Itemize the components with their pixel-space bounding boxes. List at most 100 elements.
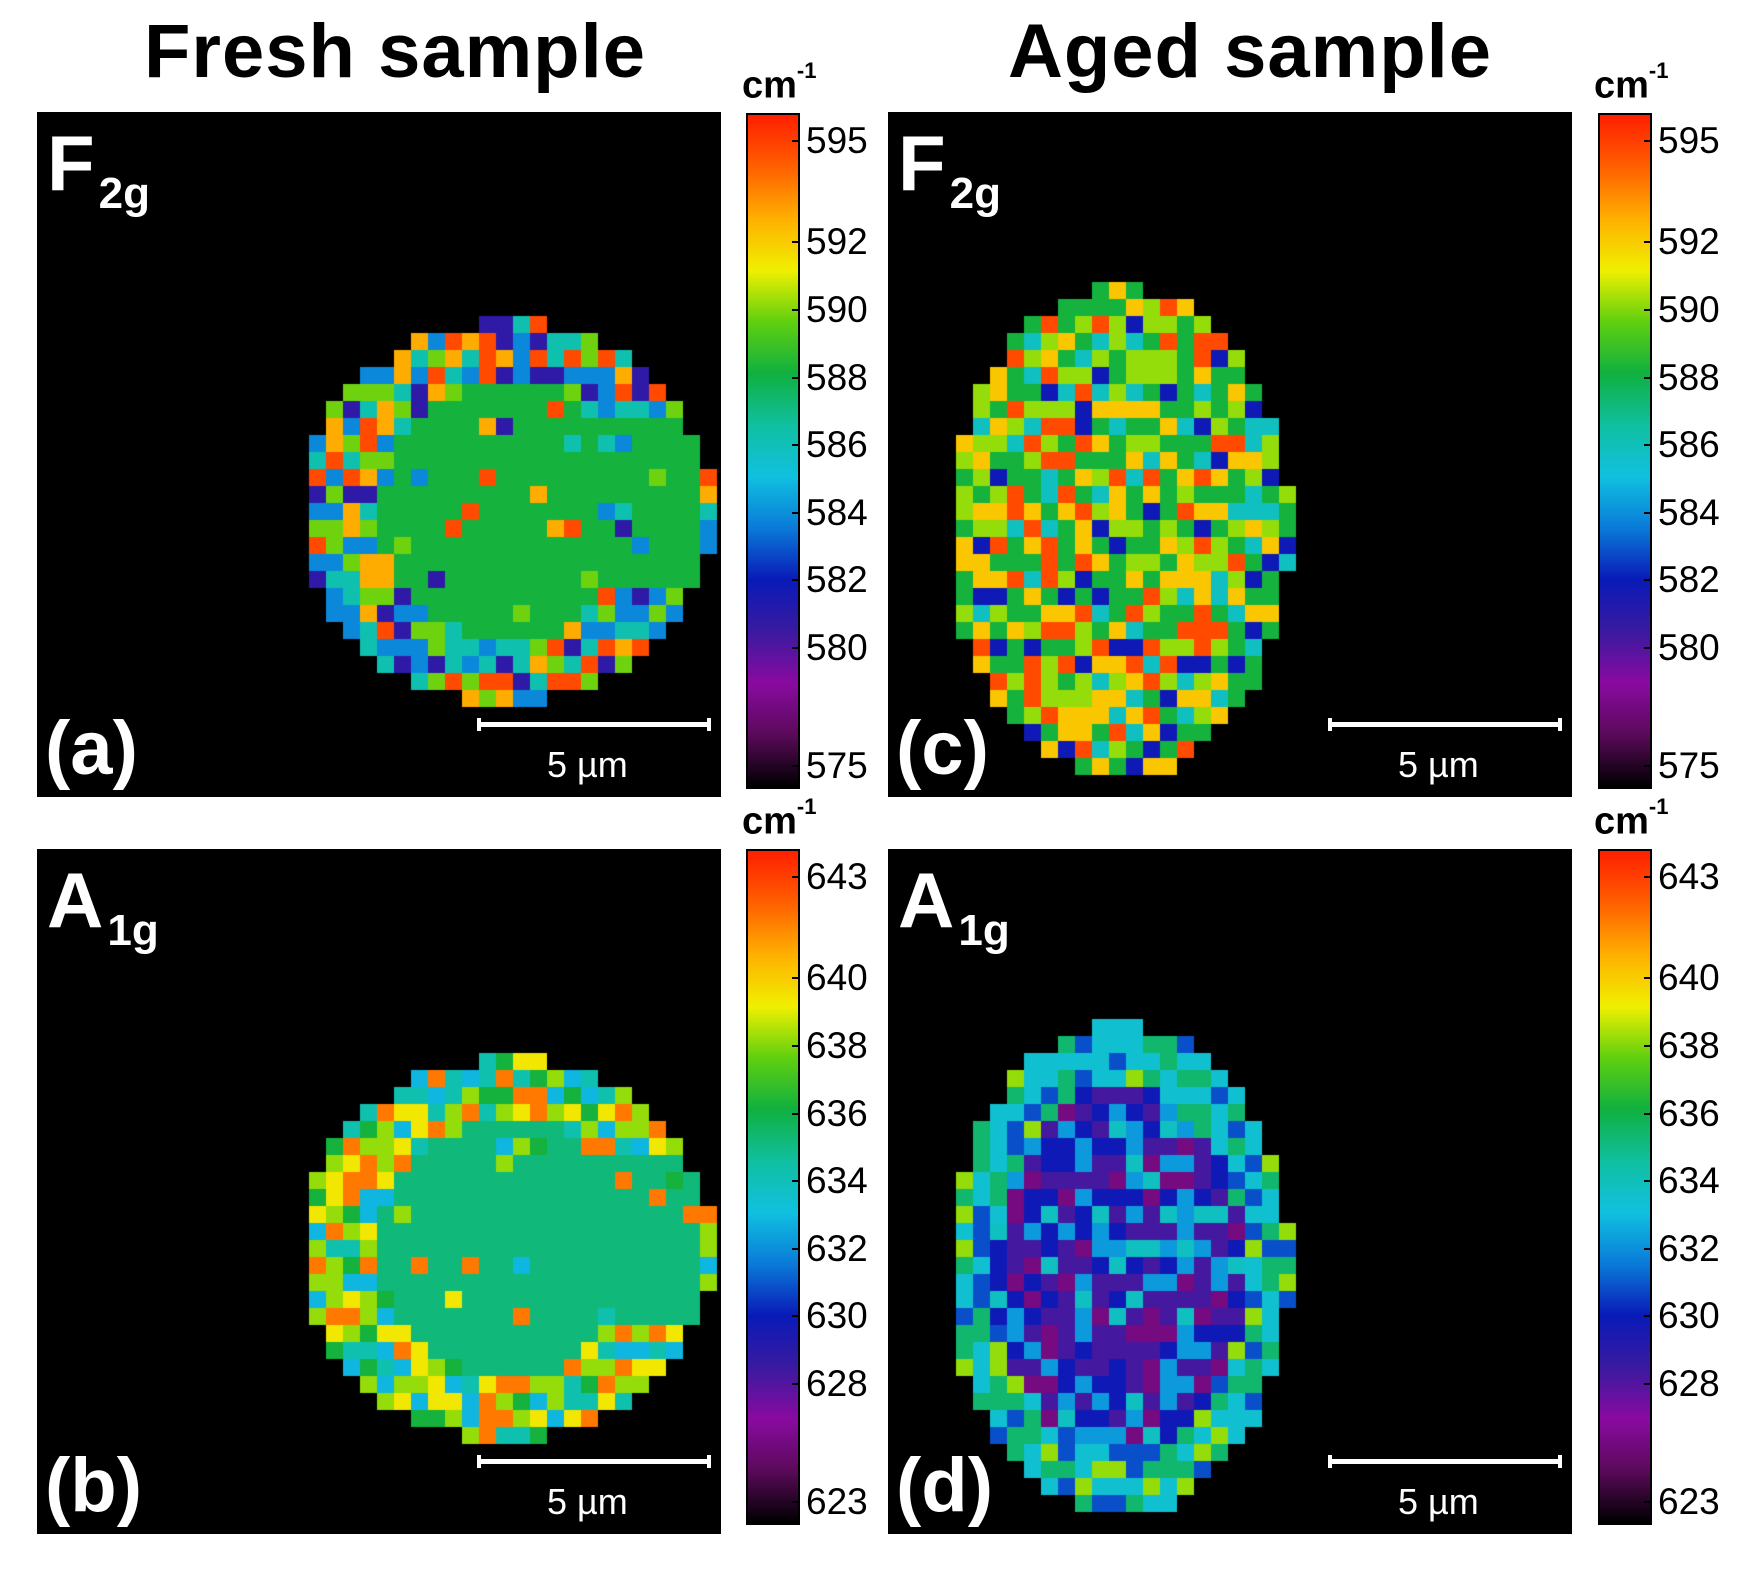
colorbar-tick-mark — [792, 876, 800, 879]
colorbar-tick-mark — [1644, 511, 1652, 514]
scale-bar-b — [477, 1455, 711, 1468]
colorbar-tick-label: 575 — [1658, 745, 1720, 787]
scale-bar-d — [1328, 1455, 1562, 1468]
mode-label-d: A1g — [898, 856, 1010, 955]
colorbar-tick-mark — [1644, 376, 1652, 379]
colorbar-tick-mark — [1644, 1112, 1652, 1115]
colorbar-tick-label: 582 — [1658, 559, 1720, 601]
panel-label-c: (c) — [896, 706, 989, 791]
colorbar-tick-label: 632 — [1658, 1227, 1720, 1269]
colorbar-tick-label: 634 — [1658, 1160, 1720, 1202]
colorbar-tick-mark — [792, 579, 800, 582]
colorbar-tick-label: 582 — [806, 559, 868, 601]
colorbar-tick-mark — [792, 241, 800, 244]
colorbar-tick-mark — [1644, 1501, 1652, 1504]
aged-sample-title: Aged sample — [1007, 9, 1493, 94]
scale-bar-label-a: 5 µm — [547, 744, 628, 785]
colorbar-tick-label: 628 — [806, 1363, 868, 1405]
panel-label-a: (a) — [45, 706, 138, 791]
colorbar-tick-mark — [792, 1315, 800, 1318]
colorbar-tick-mark — [792, 1247, 800, 1250]
colorbar-tick-label: 586 — [1658, 424, 1720, 466]
colorbar-tick-label: 638 — [1658, 1025, 1720, 1067]
colorbar-tick-label: 623 — [1658, 1481, 1720, 1523]
colorbar-a — [746, 113, 800, 789]
colorbar-tick-label: 595 — [1658, 120, 1720, 162]
heatmap-pixels-b — [37, 849, 721, 1534]
colorbar-tick-mark — [1644, 444, 1652, 447]
colorbar-tick-label: 638 — [806, 1025, 868, 1067]
panel-label-b: (b) — [45, 1443, 143, 1528]
mode-label-b: A1g — [47, 856, 159, 955]
colorbar-tick-mark — [1644, 977, 1652, 980]
colorbar-tick-mark — [1644, 1045, 1652, 1048]
colorbar-tick-mark — [792, 1180, 800, 1183]
colorbar-unit-b: cm-1 — [742, 794, 817, 843]
colorbar-tick-mark — [792, 765, 800, 768]
colorbar-tick-label: 628 — [1658, 1363, 1720, 1405]
colorbar-c — [1598, 113, 1652, 789]
colorbar-tick-mark — [1644, 647, 1652, 650]
colorbar-tick-mark — [792, 444, 800, 447]
scale-bar-label-d: 5 µm — [1398, 1481, 1479, 1522]
colorbar-tick-label: 643 — [1658, 856, 1720, 898]
colorbar-tick-label: 590 — [1658, 289, 1720, 331]
colorbar-tick-label: 592 — [1658, 221, 1720, 263]
colorbar-tick-mark — [792, 1045, 800, 1048]
colorbar-tick-label: 640 — [806, 957, 868, 999]
colorbar-tick-mark — [792, 647, 800, 650]
panel-label-d: (d) — [896, 1443, 994, 1528]
colorbar-tick-mark — [1644, 1383, 1652, 1386]
colorbar-tick-mark — [1644, 1180, 1652, 1183]
colorbar-tick-mark — [1644, 1247, 1652, 1250]
colorbar-b — [746, 849, 800, 1525]
heatmap-panel-d: A1g (d) 5 µm — [888, 849, 1572, 1534]
colorbar-tick-mark — [1644, 309, 1652, 312]
scale-bar-label-c: 5 µm — [1398, 744, 1479, 785]
colorbar-tick-label: 588 — [806, 356, 868, 398]
colorbar-tick-mark — [792, 511, 800, 514]
colorbar-tick-mark — [792, 309, 800, 312]
mode-label-c: F2g — [898, 119, 1002, 218]
colorbar-tick-mark — [792, 140, 800, 143]
colorbar-tick-mark — [792, 1112, 800, 1115]
scale-bar-label-b: 5 µm — [547, 1481, 628, 1522]
colorbar-tick-label: 632 — [806, 1227, 868, 1269]
colorbar-tick-label: 586 — [806, 424, 868, 466]
colorbar-tick-mark — [1644, 876, 1652, 879]
colorbar-tick-mark — [792, 1383, 800, 1386]
heatmap-panel-c: F2g (c) 5 µm — [888, 112, 1572, 797]
scale-bar-c — [1328, 718, 1562, 731]
colorbar-tick-label: 630 — [1658, 1295, 1720, 1337]
colorbar-tick-label: 590 — [806, 289, 868, 331]
mode-label-a: F2g — [47, 119, 151, 218]
colorbar-tick-mark — [1644, 579, 1652, 582]
colorbar-tick-label: 580 — [1658, 627, 1720, 669]
colorbar-tick-label: 584 — [1658, 491, 1720, 533]
colorbar-tick-label: 640 — [1658, 957, 1720, 999]
colorbar-tick-label: 634 — [806, 1160, 868, 1202]
heatmap-pixels-c — [888, 112, 1572, 797]
heatmap-pixels-d — [888, 849, 1572, 1534]
colorbar-tick-label: 592 — [806, 221, 868, 263]
colorbar-tick-label: 595 — [806, 120, 868, 162]
fresh-sample-title: Fresh sample — [144, 9, 646, 94]
colorbar-unit-c: cm-1 — [1594, 58, 1669, 107]
colorbar-tick-label: 636 — [806, 1092, 868, 1134]
heatmap-panel-a: F2g (a) 5 µm — [37, 112, 721, 797]
colorbar-tick-mark — [1644, 140, 1652, 143]
colorbar-tick-label: 584 — [806, 491, 868, 533]
scale-bar-a — [477, 718, 711, 731]
colorbar-tick-mark — [792, 376, 800, 379]
colorbar-tick-mark — [1644, 1315, 1652, 1318]
colorbar-tick-label: 630 — [806, 1295, 868, 1337]
colorbar-tick-mark — [792, 977, 800, 980]
heatmap-panel-b: A1g (b) 5 µm — [37, 849, 721, 1534]
colorbar-tick-label: 636 — [1658, 1092, 1720, 1134]
colorbar-unit-d: cm-1 — [1594, 794, 1669, 843]
colorbar-tick-label: 588 — [1658, 356, 1720, 398]
colorbar-tick-mark — [1644, 241, 1652, 244]
colorbar-tick-mark — [1644, 765, 1652, 768]
colorbar-tick-label: 580 — [806, 627, 868, 669]
heatmap-pixels-a — [37, 112, 721, 797]
